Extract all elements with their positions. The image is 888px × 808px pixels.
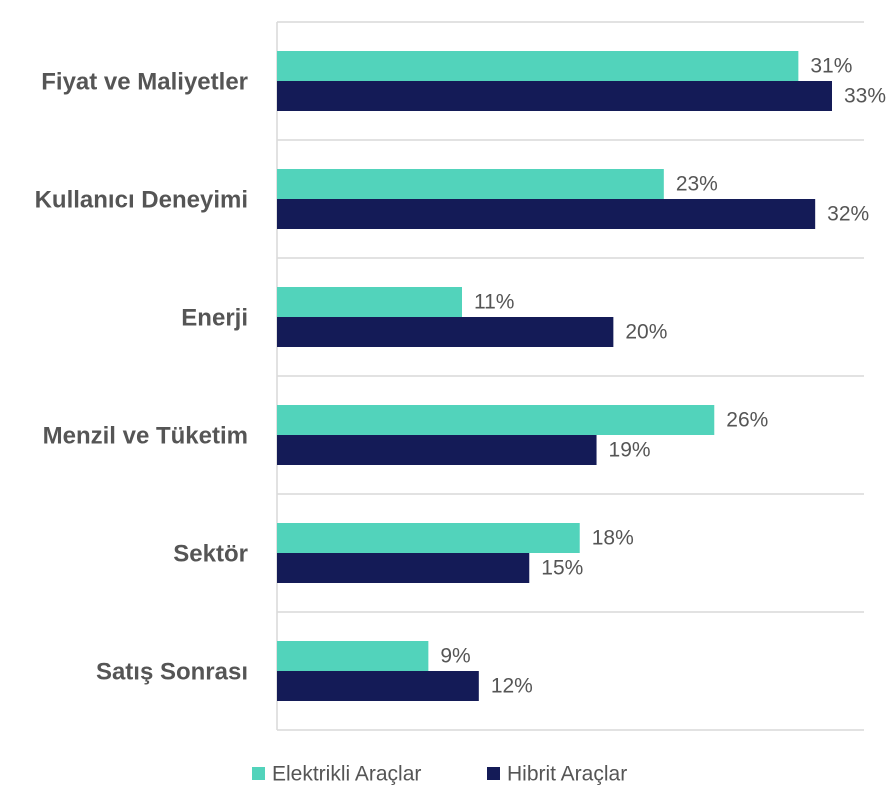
bar-elektrikli-araclar-menzil-ve-tuketim (277, 405, 715, 435)
category-label-kullanici-deneyimi: Kullanıcı Deneyimi (35, 186, 248, 213)
category-label-fiyat-ve-maliyetler: Fiyat ve Maliyetler (41, 68, 248, 95)
category-label-sektor: Sektör (173, 540, 248, 567)
value-label-elektrikli-araclar-satis-sonrasi: 9% (440, 645, 470, 668)
category-label-satis-sonrasi: Satış Sonrası (96, 658, 248, 685)
category-labels: Fiyat ve Maliyetler Kullanıcı Deneyimi Ene… (35, 68, 248, 685)
bar-elektrikli-araclar-kullanici-deneyimi (277, 169, 664, 199)
value-label-hibrit-araclar-satis-sonrasi: 12% (491, 675, 533, 698)
grid-lines (277, 21, 864, 731)
value-label-elektrikli-araclar-fiyat-ve-maliyetler: 31% (810, 55, 852, 78)
value-label-hibrit-araclar-enerji: 20% (625, 321, 667, 344)
value-label-elektrikli-araclar-menzil-ve-tuketim: 26% (726, 409, 768, 432)
category-label-enerji: Enerji (181, 304, 248, 331)
bar-hibrit-araclar-menzil-ve-tuketim (277, 435, 597, 465)
value-label-elektrikli-araclar-enerji: 11% (474, 291, 514, 314)
bar-hibrit-araclar-satis-sonrasi (277, 671, 479, 701)
legend: Elektrikli Araçlar Hibrit Araçlar (252, 763, 627, 786)
value-labels: 31% 33% 23% 32% 11% 20% 26% 19% 18% 15% 9% 12% (440, 55, 886, 698)
value-label-hibrit-araclar-menzil-ve-tuketim: 19% (609, 439, 651, 462)
value-label-hibrit-araclar-fiyat-ve-maliyetler: 33% (844, 85, 886, 108)
bar-elektrikli-araclar-enerji (277, 287, 462, 317)
bar-hibrit-araclar-fiyat-ve-maliyetler (277, 81, 832, 111)
bars (277, 51, 832, 701)
bar-elektrikli-araclar-sektor (277, 523, 580, 553)
bar-hibrit-araclar-kullanici-deneyimi (277, 199, 816, 229)
bar-elektrikli-araclar-fiyat-ve-maliyetler (277, 51, 799, 81)
value-label-elektrikli-araclar-sektor: 18% (592, 527, 634, 550)
bar-elektrikli-araclar-satis-sonrasi (277, 641, 429, 671)
bar-hibrit-araclar-sektor (277, 553, 530, 583)
category-label-menzil-ve-tuketim: Menzil ve Tüketim (43, 422, 248, 449)
legend-swatch-elektrikli-araclar (252, 767, 265, 780)
legend-label-elektrikli-araclar: Elektrikli Araçlar (272, 763, 421, 786)
legend-swatch-hibrit-araclar (487, 767, 500, 780)
value-label-hibrit-araclar-kullanici-deneyimi: 32% (827, 203, 869, 226)
value-label-elektrikli-araclar-kullanici-deneyimi: 23% (676, 173, 718, 196)
legend-label-hibrit-araclar: Hibrit Araçlar (507, 763, 627, 786)
bar-hibrit-araclar-enerji (277, 317, 614, 347)
value-label-hibrit-araclar-sektor: 15% (541, 557, 583, 580)
